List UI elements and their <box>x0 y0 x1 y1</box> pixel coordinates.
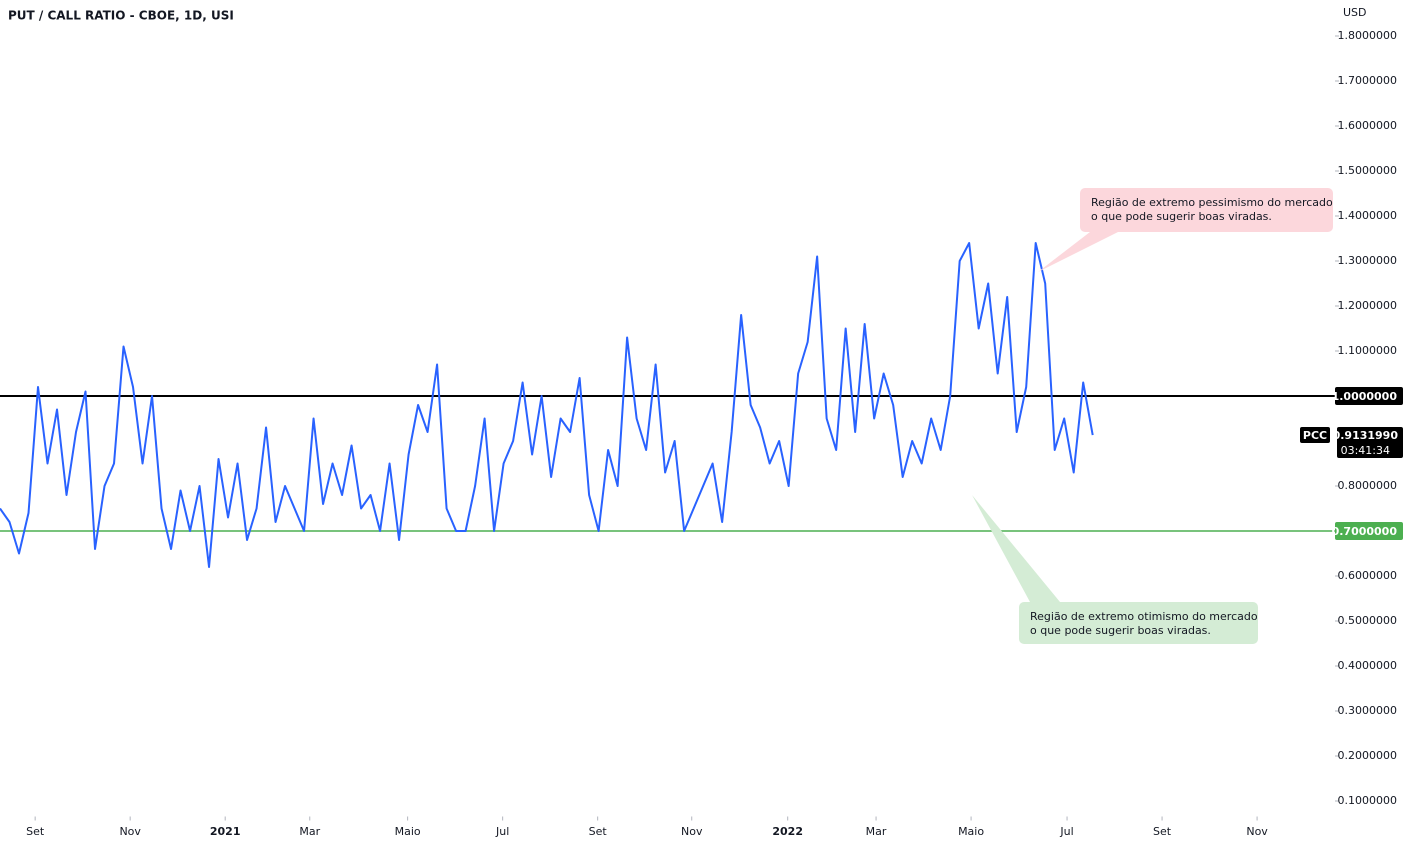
x-tick-label: Maio <box>395 825 421 838</box>
line-series <box>0 242 1094 568</box>
callout-text: o que pode sugerir boas viradas. <box>1091 210 1272 223</box>
x-tick-label: Maio <box>958 825 984 838</box>
callout-box <box>1080 188 1333 232</box>
countdown: 03:41:34 <box>1341 444 1390 457</box>
y-tick-label: 0.1000000 <box>1338 794 1398 807</box>
x-tick-label: Jul <box>495 825 509 838</box>
x-tick-label: Nov <box>1246 825 1268 838</box>
x-tick-label: Set <box>1153 825 1172 838</box>
current-badge <box>1337 427 1403 459</box>
y-tick-label: 0.4000000 <box>1338 659 1398 672</box>
price-badge <box>1335 387 1403 405</box>
y-tick-label: 1.6000000 <box>1338 119 1398 132</box>
y-tick-label: 1.2000000 <box>1338 299 1398 312</box>
y-tick-label: 1.8000000 <box>1338 29 1398 42</box>
callout-box <box>1019 602 1258 644</box>
x-tick-label: Jul <box>1059 825 1073 838</box>
price-badge-label: 1.0000000 <box>1332 390 1398 403</box>
x-tick-label: Mar <box>299 825 320 838</box>
y-tick-label: 1.3000000 <box>1338 254 1398 267</box>
callout-text: o que pode sugerir boas viradas. <box>1030 624 1211 637</box>
x-tick-label: Set <box>26 825 45 838</box>
x-tick-label: 2022 <box>772 825 803 838</box>
x-tick-label: Nov <box>681 825 703 838</box>
y-tick-label: 0.5000000 <box>1338 614 1398 627</box>
y-tick-label: 1.7000000 <box>1338 74 1398 87</box>
y-tick-label: 0.8000000 <box>1338 479 1398 492</box>
callout-pointer <box>972 495 1060 602</box>
x-tick-label: Set <box>589 825 608 838</box>
y-tick-label: 0.6000000 <box>1338 569 1398 582</box>
chart-title: PUT / CALL RATIO - CBOE, 1D, USI <box>8 9 234 23</box>
symbol-badge <box>1300 427 1330 444</box>
x-tick-label: 2021 <box>210 825 241 838</box>
current-value: 0.9131990 <box>1333 429 1399 442</box>
x-tick-label: Nov <box>119 825 141 838</box>
symbol-label: PCC <box>1303 429 1327 442</box>
callout-text: Região de extremo otimismo do mercado <box>1030 610 1258 623</box>
y-tick-label: 1.1000000 <box>1338 344 1398 357</box>
price-badge-label: 0.7000000 <box>1332 525 1398 538</box>
y-unit: USD <box>1343 6 1367 19</box>
callout-pointer <box>1038 232 1118 272</box>
y-tick-label: 0.3000000 <box>1338 704 1398 717</box>
y-tick-label: 1.4000000 <box>1338 209 1398 222</box>
y-tick-label: 1.5000000 <box>1338 164 1398 177</box>
callout-text: Região de extremo pessimismo do mercado <box>1091 196 1333 209</box>
y-tick-label: 0.2000000 <box>1338 749 1398 762</box>
price-badge <box>1335 522 1403 540</box>
x-tick-label: Mar <box>866 825 887 838</box>
